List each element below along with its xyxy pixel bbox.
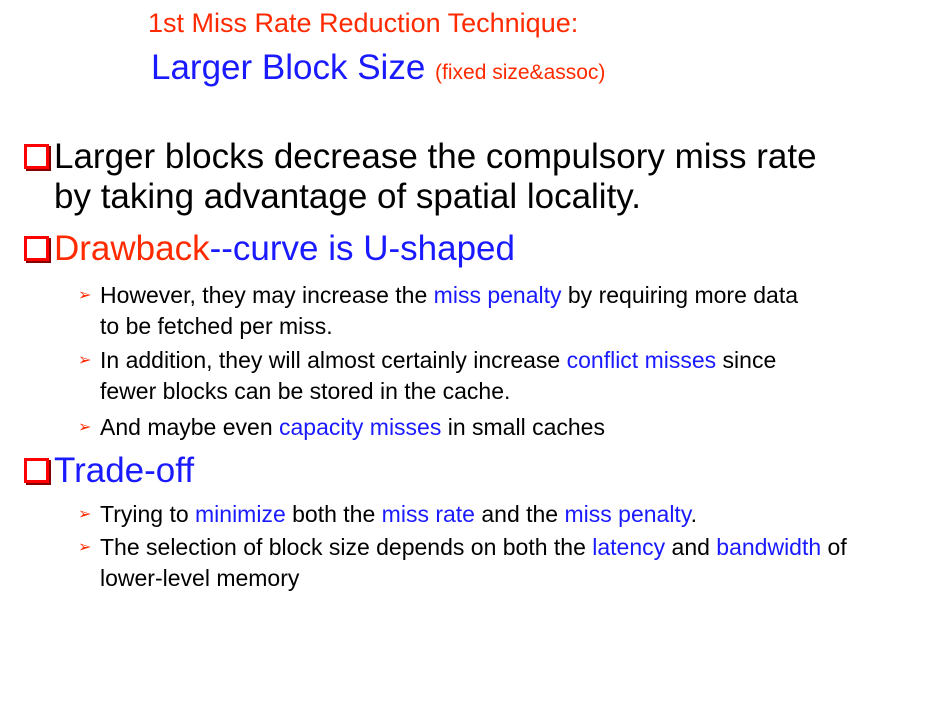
sub-bullet-text: both the	[285, 501, 382, 527]
sub-bullet-text: In addition, they will almost certainly …	[100, 347, 567, 373]
sub-bullet-text: Trying to	[100, 501, 196, 527]
bullet-drawback: Drawback--curve is U-shaped	[24, 229, 515, 269]
sub-bullet-text-line-2: lower-level memory	[100, 565, 300, 591]
sub-bullet-text-line-2: fewer blocks can be stored in the cache.	[100, 378, 511, 404]
arrow-bullet-icon: ➢	[78, 352, 92, 369]
drawback-description: --curve is U-shaped	[209, 229, 515, 268]
sub-bullet-text: of	[821, 534, 847, 560]
square-bullet-icon	[24, 236, 49, 261]
highlight-miss-penalty: miss penalty	[564, 501, 691, 527]
sub-bullet-text: and	[665, 534, 717, 560]
bullet-trade-off: Trade-off	[24, 451, 194, 491]
sub-bullet-text: since	[716, 347, 777, 373]
sub-bullet-minimize: ➢ Trying to minimize both the miss rate a…	[78, 499, 697, 530]
sub-bullet-text-line-2: to be fetched per miss.	[100, 313, 333, 339]
title-main: Larger Block Size	[151, 48, 426, 87]
sub-bullet-conflict-misses: ➢ In addition, they will almost certainly…	[78, 345, 776, 406]
bullet-larger-blocks: Larger blocks decrease the compulsory mi…	[24, 137, 817, 217]
square-bullet-icon	[24, 458, 49, 483]
title-line-2: Larger Block Size (fixed size&assoc)	[151, 48, 605, 88]
sub-bullet-text: .	[690, 501, 698, 527]
sub-bullet-capacity-misses: ➢ And maybe even capacity misses in small…	[78, 412, 605, 443]
highlight-miss-rate: miss rate	[381, 501, 475, 527]
highlight-capacity-misses: capacity misses	[279, 414, 442, 440]
arrow-bullet-icon: ➢	[78, 506, 92, 523]
sub-bullet-block-size-selection: ➢ The selection of block size depends on …	[78, 532, 847, 593]
highlight-conflict-misses: conflict misses	[566, 347, 717, 373]
highlight-minimize: minimize	[195, 501, 286, 527]
sub-bullet-text: The selection of block size depends on b…	[100, 534, 593, 560]
title-note: (fixed size&assoc)	[435, 61, 606, 84]
highlight-latency: latency	[592, 534, 666, 560]
sub-bullet-text: in small caches	[441, 414, 605, 440]
highlight-miss-penalty: miss penalty	[433, 282, 562, 308]
sub-bullet-text: by requiring more data	[561, 282, 799, 308]
arrow-bullet-icon: ➢	[78, 539, 92, 556]
bullet-text-line-2: by taking advantage of spatial locality.	[54, 177, 641, 216]
bullet-text-line-1: Larger blocks decrease the compulsory mi…	[54, 137, 817, 176]
sub-bullet-text: And maybe even	[100, 414, 280, 440]
square-bullet-icon	[24, 144, 49, 169]
title-line-1: 1st Miss Rate Reduction Technique:	[148, 8, 579, 38]
sub-bullet-miss-penalty: ➢ However, they may increase the miss pen…	[78, 280, 798, 341]
highlight-bandwidth: bandwidth	[716, 534, 822, 560]
arrow-bullet-icon: ➢	[78, 419, 92, 436]
drawback-label: Drawback	[54, 229, 210, 268]
sub-bullet-text: and the	[474, 501, 565, 527]
sub-bullet-text: However, they may increase the	[100, 282, 434, 308]
arrow-bullet-icon: ➢	[78, 287, 92, 304]
trade-off-label: Trade-off	[54, 451, 195, 490]
